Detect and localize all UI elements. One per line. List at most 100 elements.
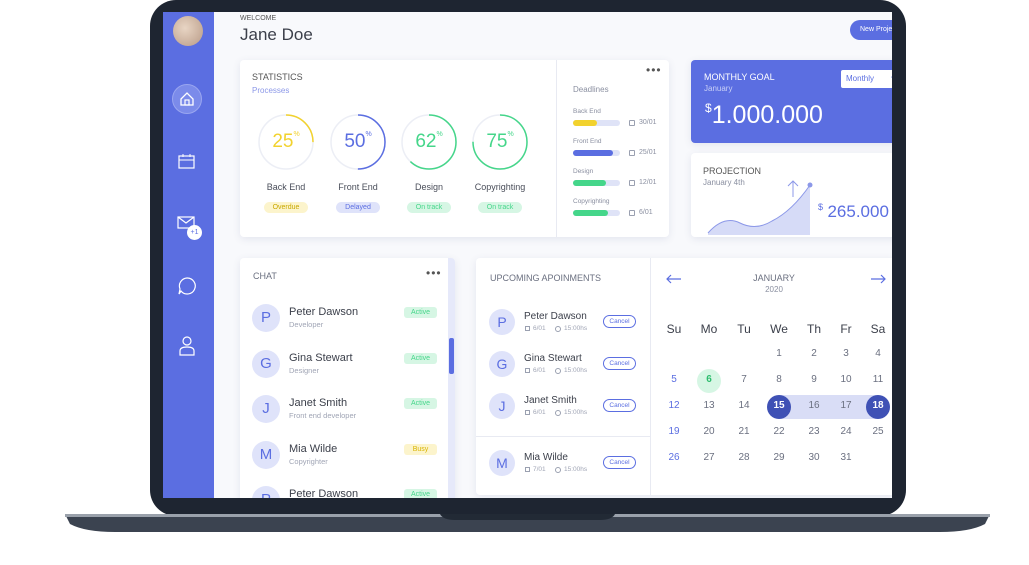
calendar-day[interactable]: 24: [840, 426, 852, 437]
calendar-day[interactable]: 12: [668, 400, 680, 411]
status-badge: On track: [478, 202, 522, 213]
chat-icon[interactable]: [176, 275, 198, 297]
deadline-label: Front End: [573, 138, 602, 145]
projection-card: PROJECTION January 4th $ 265.000: [691, 153, 892, 237]
calendar-day[interactable]: 4: [875, 348, 881, 359]
attendee-avatar: P: [489, 309, 515, 335]
contact-avatar[interactable]: P: [252, 486, 280, 498]
calendar-glyph: [629, 120, 635, 126]
weekday-label: Fr: [840, 322, 852, 336]
contact-avatar[interactable]: M: [252, 440, 280, 469]
home-button[interactable]: [172, 84, 202, 114]
screen: +1 WELCOME Jane Doe New Project STATISTI…: [163, 12, 892, 498]
value: 62: [415, 131, 437, 152]
calendar-day[interactable]: 17: [840, 400, 852, 411]
new-project-button[interactable]: New Project: [850, 20, 892, 40]
card-title: CHAT: [253, 271, 277, 281]
calendar-day[interactable]: 3: [843, 348, 849, 359]
amount: 1.000.000: [711, 101, 823, 129]
attendee-avatar: J: [489, 393, 515, 419]
mail-badge: +1: [187, 225, 202, 240]
calendar-day[interactable]: 31: [840, 452, 852, 463]
calendar-day[interactable]: 6: [706, 374, 712, 385]
appointment-date: 6/01: [533, 367, 546, 374]
weekday-label: We: [770, 322, 788, 336]
ring-arc: [330, 114, 386, 170]
calendar-day[interactable]: 19: [668, 426, 680, 437]
weekday-label: Th: [806, 322, 821, 336]
more-menu[interactable]: •••: [426, 266, 442, 280]
calendar-day[interactable]: 16: [808, 400, 820, 411]
clock-glyph: [555, 368, 561, 374]
calendar-day[interactable]: 23: [808, 426, 820, 437]
calendar-year: 2020: [765, 285, 783, 294]
user-avatar[interactable]: [173, 16, 203, 46]
appointment-date: 6/01: [533, 409, 546, 416]
attendee-name: Mia Wilde: [524, 452, 568, 463]
home-icon: [180, 92, 194, 106]
appointment-date: 7/01: [533, 466, 546, 473]
calendar-glyph: [525, 410, 530, 415]
selected-day: [866, 395, 890, 419]
calendar-day[interactable]: 22: [773, 426, 785, 437]
deadline-date: 30/01: [639, 119, 657, 126]
period-dropdown[interactable]: Monthly ▼: [841, 70, 892, 88]
calendar-day[interactable]: 7: [741, 374, 747, 385]
profile-icon[interactable]: [177, 335, 197, 357]
sidebar: +1: [163, 12, 214, 498]
card-title: MONTHLY GOAL: [704, 72, 775, 82]
process-label: Design: [414, 182, 443, 192]
calendar-day[interactable]: 29: [773, 452, 785, 463]
calendar-day[interactable]: 14: [738, 400, 750, 411]
prev-month[interactable]: [666, 274, 682, 284]
calendar-day[interactable]: 1: [776, 348, 782, 359]
calendar-day[interactable]: 15: [773, 400, 785, 411]
progress-ring: [258, 114, 314, 170]
divider: [650, 258, 651, 495]
calendar-day[interactable]: 30: [808, 452, 820, 463]
attendee-avatar: G: [489, 351, 515, 377]
contact-avatar[interactable]: G: [252, 349, 280, 378]
calendar-day[interactable]: 25: [872, 426, 884, 437]
value: 50: [344, 131, 366, 152]
contact-name: Mia Wilde: [289, 442, 338, 455]
cancel-button[interactable]: Cancel: [603, 315, 636, 328]
caret: ▼: [890, 70, 892, 88]
scrollbar-thumb[interactable]: [449, 338, 454, 374]
contact-avatar[interactable]: P: [252, 304, 280, 332]
status-badge: Active: [404, 398, 437, 409]
calendar-glyph: [525, 326, 530, 331]
calendar-day[interactable]: 9: [811, 374, 817, 385]
calendar-day[interactable]: 11: [872, 374, 884, 385]
calendar-day[interactable]: 21: [738, 426, 750, 437]
calendar-day[interactable]: 10: [840, 374, 852, 385]
calendar-day[interactable]: 20: [703, 426, 715, 437]
calendar-day[interactable]: 18: [872, 400, 884, 411]
cancel-button[interactable]: Cancel: [603, 399, 636, 412]
calendar-day[interactable]: 28: [738, 452, 750, 463]
currency: $: [705, 101, 712, 115]
mail-icon[interactable]: [177, 215, 197, 231]
status-badge: Active: [404, 489, 437, 498]
calendar-day[interactable]: 5: [671, 374, 677, 385]
more-menu[interactable]: •••: [646, 63, 662, 77]
deadline-date: 12/01: [639, 179, 657, 186]
next-month[interactable]: [870, 274, 886, 284]
contact-avatar[interactable]: J: [252, 395, 280, 423]
projection-date: January 4th: [703, 178, 745, 187]
calendar-day[interactable]: 27: [703, 452, 715, 463]
status-badge: Busy: [404, 443, 437, 455]
amount: 265.000: [827, 202, 889, 221]
calendar-icon[interactable]: [177, 152, 197, 172]
appointment-time: 15:00hs: [564, 466, 588, 473]
unit: %: [365, 131, 372, 138]
clock-glyph: [555, 467, 561, 473]
cancel-button[interactable]: Cancel: [603, 456, 636, 469]
calendar-day[interactable]: 2: [811, 348, 817, 359]
calendar-day[interactable]: 8: [776, 374, 782, 385]
calendar-day[interactable]: 26: [668, 452, 680, 463]
calendar-day[interactable]: 13: [703, 400, 715, 411]
cancel-button[interactable]: Cancel: [603, 357, 636, 370]
status-badge: Overdue: [264, 202, 308, 213]
calendar-glyph: [629, 180, 635, 186]
